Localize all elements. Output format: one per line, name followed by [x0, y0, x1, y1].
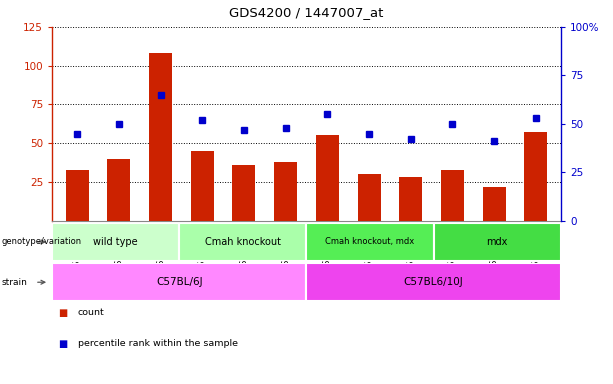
Text: strain: strain	[2, 278, 28, 287]
Text: mdx: mdx	[487, 237, 508, 247]
Text: count: count	[78, 308, 105, 318]
Text: GDS4200 / 1447007_at: GDS4200 / 1447007_at	[229, 6, 384, 19]
Bar	[316, 136, 339, 221]
Bar	[107, 159, 131, 221]
Text: C57BL6/10J: C57BL6/10J	[404, 277, 463, 287]
Text: C57BL/6J: C57BL/6J	[156, 277, 203, 287]
Text: Cmah knockout, mdx: Cmah knockout, mdx	[326, 237, 415, 247]
Bar	[66, 170, 89, 221]
Bar	[52, 223, 179, 261]
Bar	[274, 162, 297, 221]
Text: genotype/variation: genotype/variation	[2, 237, 82, 247]
Bar	[232, 165, 256, 221]
Text: ■: ■	[58, 339, 67, 349]
Bar	[399, 177, 422, 221]
Text: ■: ■	[58, 308, 67, 318]
Text: wild type: wild type	[93, 237, 138, 247]
Bar	[357, 174, 381, 221]
Text: Cmah knockout: Cmah knockout	[205, 237, 281, 247]
Bar	[52, 263, 306, 301]
Bar	[149, 53, 172, 221]
Bar	[524, 132, 547, 221]
Bar	[306, 263, 561, 301]
Bar	[482, 187, 506, 221]
Bar	[191, 151, 214, 221]
Bar	[179, 223, 306, 261]
Bar	[441, 170, 464, 221]
Bar	[306, 223, 433, 261]
Text: percentile rank within the sample: percentile rank within the sample	[78, 339, 238, 348]
Bar	[433, 223, 561, 261]
